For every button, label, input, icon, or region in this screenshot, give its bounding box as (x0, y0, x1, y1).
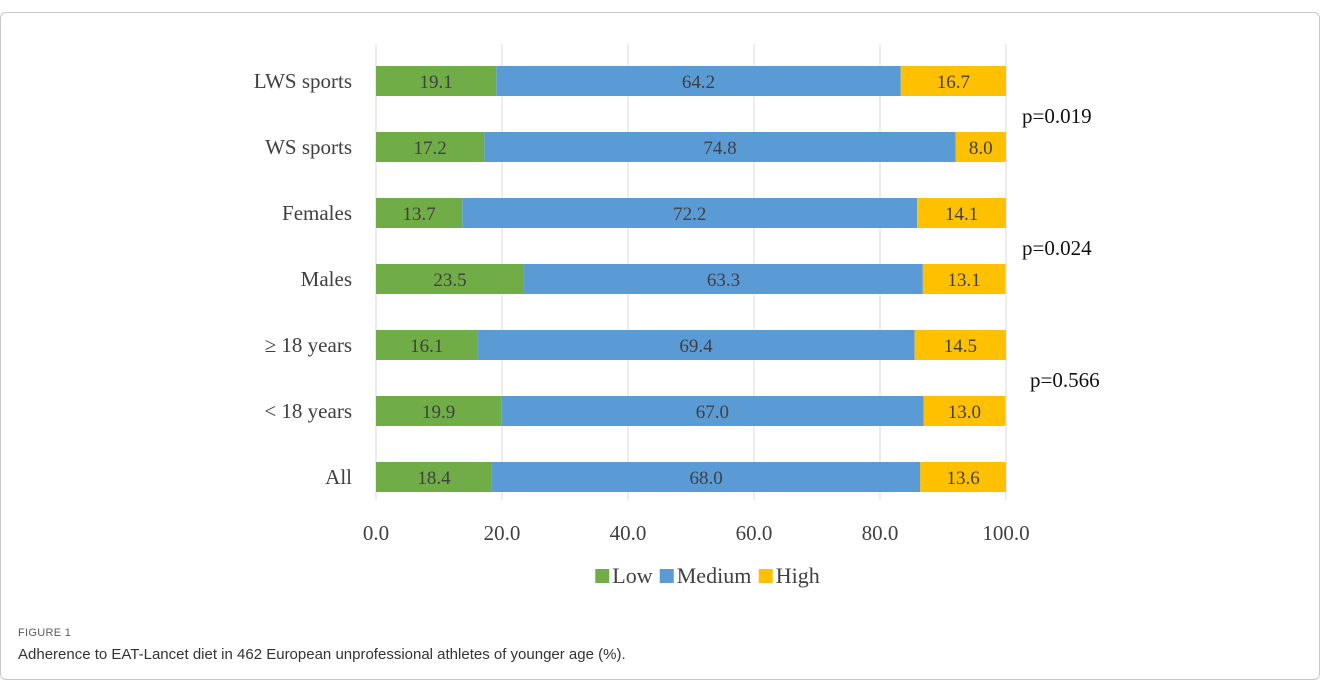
bar-segment-high (922, 264, 1006, 294)
legend-swatch-low (595, 569, 610, 583)
category-label: All (325, 465, 352, 489)
figure-caption: Adherence to EAT-Lancet diet in 462 Euro… (18, 646, 626, 663)
bar-segment-medium (496, 66, 901, 96)
category-label: LWS sports (254, 69, 352, 93)
data-label: 14.5 (944, 336, 977, 357)
p-value-annotation: p=0.019 (1022, 104, 1092, 128)
x-tick-label: 40.0 (610, 521, 647, 545)
bar-segment-low (376, 462, 492, 492)
x-tick-label: 60.0 (736, 521, 773, 545)
bar-segment-medium (501, 396, 924, 426)
bar-segment-low (376, 264, 525, 294)
legend-label-high: High (776, 563, 820, 588)
bar-segment-low (376, 66, 497, 96)
x-tick-label: 0.0 (363, 521, 389, 545)
legend-swatch-high (758, 569, 773, 583)
data-label: 17.2 (414, 138, 447, 159)
data-label: 74.8 (703, 138, 736, 159)
bars: 19.1 64.2 16.7 17.2 74.8 8.0 13.7 72.2 14.1 23.5 6… (376, 66, 1006, 492)
bar-segment-high (920, 462, 1006, 492)
legend: Low Medium High (595, 563, 820, 588)
data-label: 13.0 (948, 402, 981, 423)
data-label: 23.5 (433, 270, 466, 291)
data-label: 14.1 (945, 204, 978, 225)
legend-label-low: Low (612, 563, 652, 588)
data-label: 19.9 (422, 402, 455, 423)
legend-label-medium: Medium (677, 563, 752, 588)
category-label: WS sports (265, 135, 352, 159)
p-value-annotation: p=0.024 (1022, 236, 1092, 260)
bar-segment-low (376, 198, 463, 228)
figure-label: FIGURE 1 (18, 627, 72, 639)
p-value-annotation: p=0.566 (1030, 368, 1100, 392)
data-label: 13.1 (947, 270, 980, 291)
data-label: 16.7 (937, 72, 970, 93)
bar-segment-high (955, 132, 1006, 162)
category-label: Females (282, 201, 352, 225)
p-value-annotations: p=0.019 p=0.024 p=0.566 (1022, 104, 1100, 392)
data-label: 8.0 (969, 138, 993, 159)
data-label: 67.0 (696, 402, 729, 423)
x-tick-label: 80.0 (862, 521, 899, 545)
data-label: 19.1 (420, 72, 453, 93)
legend-swatch-medium (659, 569, 674, 583)
category-label: Males (301, 267, 352, 291)
bar-segment-medium (462, 198, 918, 228)
bar-segment-medium (484, 132, 956, 162)
bar-segment-high (900, 66, 1006, 96)
category-label: ≥ 18 years (265, 333, 352, 357)
bar-segment-high (917, 198, 1006, 228)
bar-segment-high (923, 396, 1006, 426)
bar-segment-medium (477, 330, 915, 360)
data-label: 16.1 (410, 336, 443, 357)
data-label: 69.4 (679, 336, 713, 357)
x-tick-labels: 0.0 20.0 40.0 60.0 80.0 100.0 (363, 521, 1030, 545)
data-label: 13.7 (403, 204, 436, 225)
category-label: < 18 years (264, 399, 352, 423)
data-label: 64.2 (682, 72, 715, 93)
data-label: 68.0 (689, 468, 722, 489)
bar-segment-low (376, 396, 502, 426)
x-tick-label: 20.0 (484, 521, 521, 545)
category-labels: LWS sports WS sports Females Males ≥ 18 year… (254, 69, 352, 489)
data-label: 72.2 (673, 204, 706, 225)
data-label: 13.6 (947, 468, 980, 489)
bar-segment-high (914, 330, 1006, 360)
bar-segment-medium (524, 264, 923, 294)
data-label: 63.3 (707, 270, 740, 291)
bar-segment-medium (491, 462, 921, 492)
x-tick-label: 100.0 (982, 521, 1029, 545)
bar-segment-low (376, 132, 485, 162)
bar-segment-low (376, 330, 478, 360)
data-label: 18.4 (417, 468, 451, 489)
